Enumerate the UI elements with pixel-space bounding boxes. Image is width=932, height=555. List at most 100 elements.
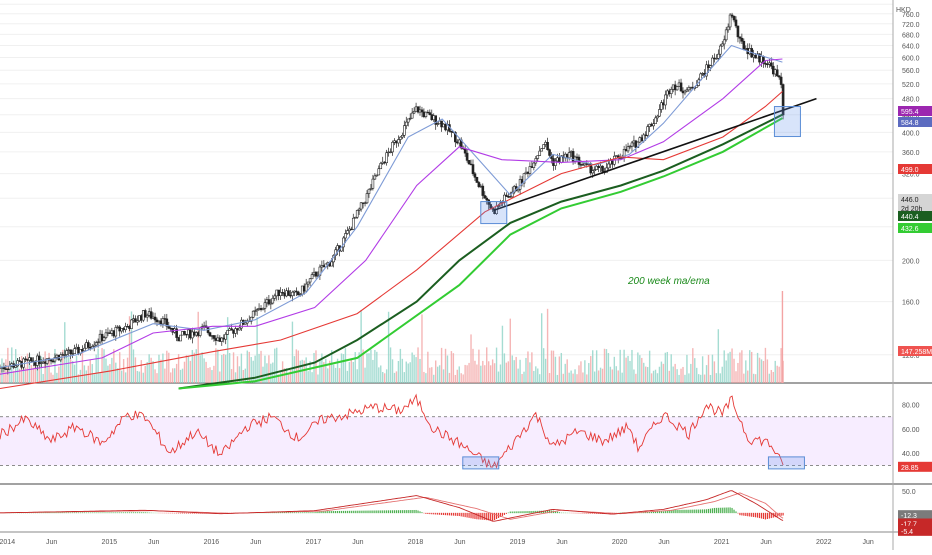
volume-bar [496,348,497,383]
macd-histogram-bar [443,513,444,515]
macd-histogram-bar [457,513,458,516]
volume-bar [33,368,34,383]
volume-bar [435,360,436,383]
candle-body [653,124,655,126]
macd-histogram-bar [107,512,108,513]
volume-bar [712,355,713,383]
macd-histogram-bar [184,513,185,514]
macd-histogram-bar [431,513,432,514]
volume-bar [280,372,281,383]
macd-histogram-bar [747,513,748,516]
macd-histogram-bar [339,511,340,513]
volume-bar [521,374,522,383]
candle-body [737,26,739,37]
volume-bar [374,350,375,383]
candle-body [103,338,105,341]
macd-histogram-bar [337,511,338,513]
volume-bar [671,354,672,383]
volume-bar [245,369,246,383]
volume-bar [570,371,571,383]
volume-bar [476,365,477,383]
price-tick-label: 480.0 [902,97,920,104]
volume-bar [680,369,681,383]
macd-histogram-bar [376,510,377,513]
candle-body [735,20,737,26]
volume-bar [553,351,554,383]
macd-histogram-bar [70,513,71,514]
volume-bar [117,368,118,383]
macd-histogram-bar [335,511,336,513]
macd-histogram-bar [88,513,89,514]
volume-bar [148,354,149,383]
candle-body [115,327,117,336]
time-tick-label: Jun [148,539,159,546]
trendline [493,99,816,211]
volume-bar [3,373,4,383]
volume-bar [304,361,305,383]
macd-histogram-bar [319,512,320,514]
macd-histogram-bar [698,510,699,514]
candle-body [66,351,68,355]
macd-histogram-bar [465,513,466,517]
volume-bar [525,358,526,383]
volume-bar [657,373,658,383]
volume-bar [380,365,381,383]
macd-histogram-bar [584,513,585,514]
macd-histogram-bar [677,510,678,513]
candle-body [568,153,570,158]
volume-bar [335,368,336,383]
time-tick-label: Jun [46,539,57,546]
volume-bar [199,355,200,383]
volume-bar [180,370,181,383]
candle-body [647,127,649,136]
macd-histogram-bar [306,512,307,513]
volume-bar [349,362,350,383]
volume-bar [86,370,87,383]
price-axis[interactable]: 120.0160.0200.0240.0280.0320.0360.0400.0… [898,12,932,536]
candle-body [421,110,423,112]
macd-histogram-bar [121,512,122,513]
volume-bar [769,374,770,383]
macd-histogram-bar [101,512,102,513]
price-tag-label: 440.4 [901,214,919,221]
candle-body [411,113,413,118]
macd-histogram-bar [58,513,59,514]
macd-histogram-bar [720,508,721,513]
macd-histogram-bar [52,513,53,514]
macd-histogram-bar [113,512,114,513]
macd-histogram-bar [690,510,691,513]
macd-histogram-bar [361,511,362,513]
volume-bar [492,359,493,383]
macd-histogram-bar [78,513,79,514]
candle-body [74,349,76,354]
volume-bar [31,365,32,383]
volume-bar [139,372,140,383]
macd-histogram-bar [731,508,732,513]
macd-histogram-bar [84,513,85,514]
candle-body [537,156,539,159]
volume-bar [763,361,764,383]
macd-histogram-bar [66,513,67,514]
macd-histogram-bar [781,513,782,516]
volume-bar [109,364,110,383]
macd-histogram-bar [467,513,468,518]
volume-bar [625,358,626,383]
volume-bar [276,348,277,383]
macd-histogram-bar [482,513,483,520]
macd-histogram-bar [388,510,389,513]
time-tick-label: 2016 [204,539,220,546]
price-tick-label: 200.0 [902,258,920,265]
macd-histogram-bar [435,513,436,515]
volume-bar [773,372,774,383]
volume-bar [494,363,495,383]
macd-histogram-bar [192,513,193,514]
volume-bar [578,365,579,383]
price-tick-label: 360.0 [902,150,920,157]
volume-bar [80,370,81,383]
volume-bar [201,352,202,383]
volume-bar [364,368,365,383]
macd-histogram-bar [129,512,130,513]
